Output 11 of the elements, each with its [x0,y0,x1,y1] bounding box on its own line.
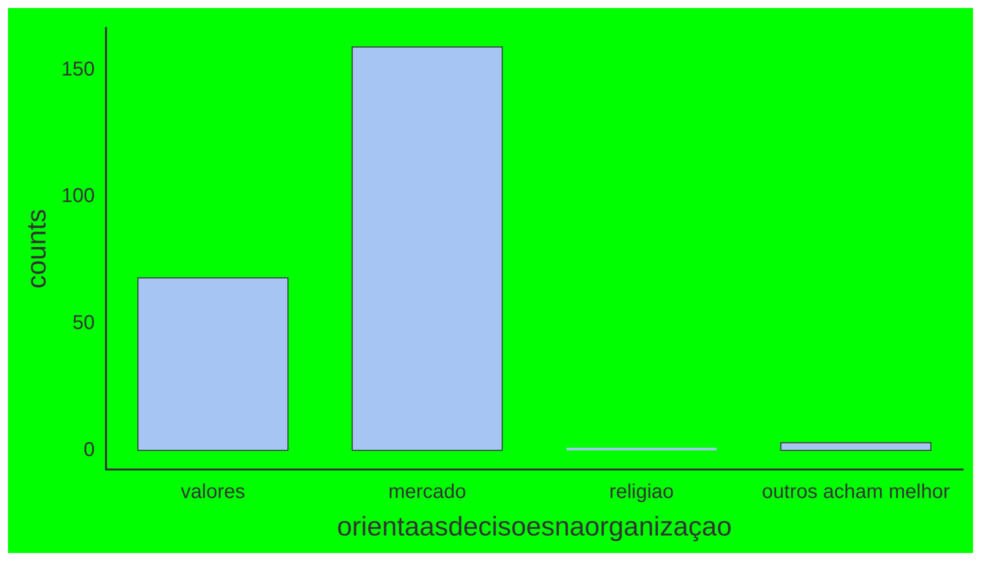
y-tick-label: 50 [72,312,95,334]
y-tick-label: 150 [61,58,95,80]
x-axis-title: orientaasdecisoesnaorganizaçao [336,511,732,542]
bar [566,448,717,450]
x-tick-label: religiao [609,481,674,504]
y-tick-label: 100 [61,185,95,208]
x-tick-label: valores [180,481,246,504]
x-tick-label: mercado [388,481,466,504]
y-tick-label: 0 [84,438,95,461]
y-axis-title: counts [22,209,52,289]
x-tick-label: outros acham melhor [762,481,950,504]
